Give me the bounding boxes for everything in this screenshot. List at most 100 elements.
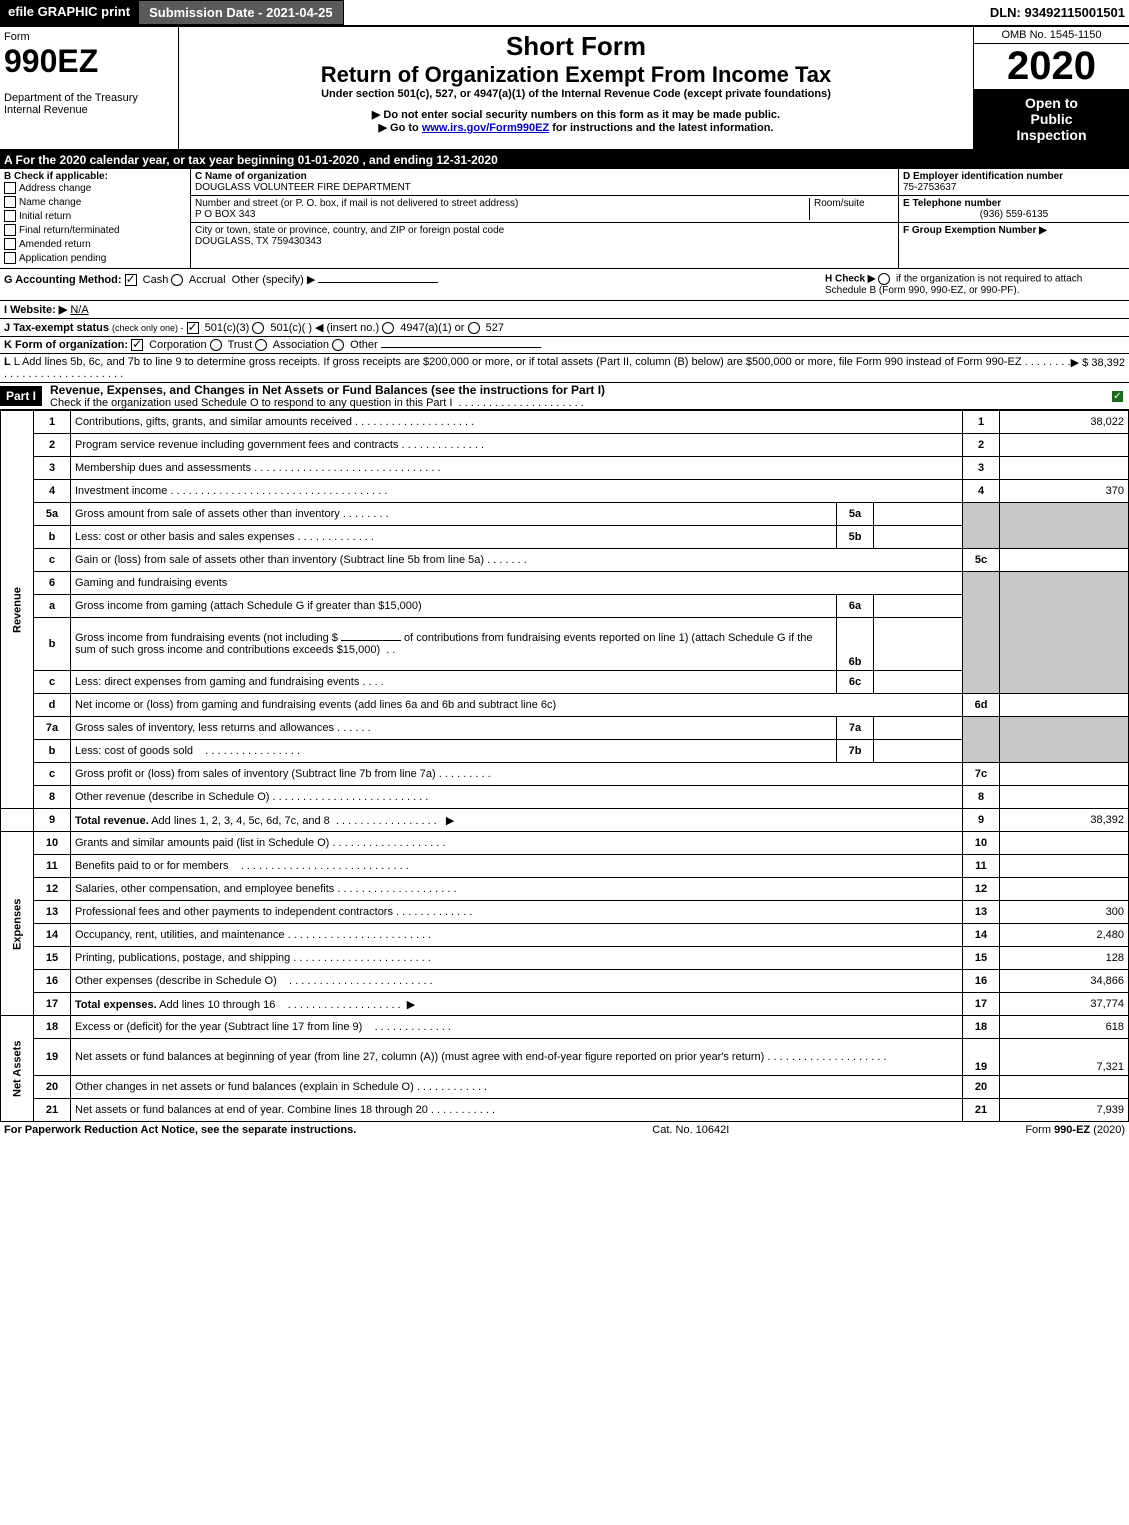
line-8-numr: 8 (963, 786, 1000, 809)
city-label: City or town, state or province, country… (195, 225, 504, 236)
line-19-amt: 7,321 (1000, 1039, 1129, 1076)
part1-title: Revenue, Expenses, and Changes in Net As… (50, 383, 605, 397)
opt-501c: 501(c)( ) ◀ (insert no.) (270, 322, 379, 334)
line-6b-subnum: 6b (837, 618, 874, 671)
l-amount: ▶ $ 38,392 (1071, 356, 1125, 380)
radio-association[interactable] (255, 339, 267, 351)
check-address-change[interactable]: Address change (4, 182, 186, 196)
part1-checkbox-cell: ✓ (1112, 390, 1129, 402)
accrual-label: Accrual (189, 274, 226, 286)
submission-date-button[interactable]: Submission Date - 2021-04-25 (138, 0, 344, 25)
part1-label: Part I (0, 386, 42, 406)
dept-irs: Internal Revenue (4, 104, 174, 116)
lines-table: Revenue 1 Contributions, gifts, grants, … (0, 410, 1129, 1122)
irs-link[interactable]: www.irs.gov/Form990EZ (422, 122, 549, 134)
line-7a-text: Gross sales of inventory, less returns a… (71, 717, 837, 740)
line-5b-sub (874, 526, 963, 549)
opt-4947: 4947(a)(1) or (400, 322, 464, 334)
check-application-pending[interactable]: Application pending (4, 252, 186, 266)
radio-527[interactable] (468, 322, 480, 334)
line-6c-subnum: 6c (837, 671, 874, 694)
line-19-text: Net assets or fund balances at beginning… (71, 1039, 963, 1076)
opt-other: Other (350, 339, 378, 351)
line-6c-text: Less: direct expenses from gaming and fu… (71, 671, 837, 694)
line-15-text: Printing, publications, postage, and shi… (71, 947, 963, 970)
form-label: Form (4, 31, 174, 43)
line-20-numr: 20 (963, 1076, 1000, 1099)
radio-h[interactable] (878, 273, 890, 285)
side-netassets: Net Assets (1, 1016, 34, 1122)
line-13-num: 13 (34, 901, 71, 924)
box-c: C Name of organization DOUGLASS VOLUNTEE… (191, 169, 899, 268)
i-label: I Website: ▶ (4, 304, 67, 316)
line-5b-subnum: 5b (837, 526, 874, 549)
check-final-return[interactable]: Final return/terminated (4, 224, 186, 238)
part1-header-row: Part I Revenue, Expenses, and Changes in… (0, 383, 1129, 410)
check-initial-return[interactable]: Initial return (4, 210, 186, 224)
line-17-text: Total expenses. Add lines 10 through 16 … (71, 993, 963, 1016)
other-org-input[interactable] (381, 347, 541, 348)
line-20-amt (1000, 1076, 1129, 1099)
city-cell: City or town, state or province, country… (191, 223, 898, 249)
phone: (936) 559-6135 (903, 209, 1125, 220)
open-line2: Public (980, 111, 1123, 127)
check-cash[interactable] (125, 274, 137, 286)
part1-checkbox[interactable]: ✓ (1112, 391, 1123, 402)
line-6b-num: b (34, 618, 71, 671)
row-k: K Form of organization: Corporation Trus… (0, 337, 1129, 354)
line-18-text: Excess or (deficit) for the year (Subtra… (71, 1016, 963, 1039)
radio-trust[interactable] (210, 339, 222, 351)
city-state-zip: DOUGLASS, TX 759430343 (195, 236, 322, 247)
ein-cell: D Employer identification number 75-2753… (899, 169, 1129, 196)
line-6a-text: Gross income from gaming (attach Schedul… (71, 595, 837, 618)
line-6b-input[interactable] (341, 640, 401, 641)
e-label: E Telephone number (903, 198, 1001, 209)
group-exemption-cell: F Group Exemption Number ▶ (899, 223, 1129, 238)
other-specify-input[interactable] (318, 282, 438, 283)
line-14-text: Occupancy, rent, utilities, and maintena… (71, 924, 963, 947)
line-13-text: Professional fees and other payments to … (71, 901, 963, 924)
line-8-amt (1000, 786, 1129, 809)
line-16-numr: 16 (963, 970, 1000, 993)
radio-accrual[interactable] (171, 274, 183, 286)
form-header: Form 990EZ Department of the Treasury In… (0, 27, 1129, 151)
line-6a-subnum: 6a (837, 595, 874, 618)
line-5c-amt (1000, 549, 1129, 572)
side-revenue: Revenue (1, 411, 34, 809)
check-501c3[interactable] (187, 322, 199, 334)
line-9-numr: 9 (963, 809, 1000, 832)
tax-year: 2020 (974, 44, 1129, 89)
dept-treasury: Department of the Treasury (4, 92, 174, 104)
line-4-numr: 4 (963, 480, 1000, 503)
gray-6 (963, 572, 1000, 694)
row-gh: G Accounting Method: Cash Accrual Other … (0, 269, 1129, 301)
j-label: J Tax-exempt status (4, 322, 109, 334)
other-specify-label: Other (specify) ▶ (232, 274, 316, 286)
line-7c-num: c (34, 763, 71, 786)
gray-7 (963, 717, 1000, 763)
line-10-num: 10 (34, 832, 71, 855)
line-16-amt: 34,866 (1000, 970, 1129, 993)
radio-4947[interactable] (382, 322, 394, 334)
h-label: H Check ▶ (825, 274, 875, 285)
line-11-amt (1000, 855, 1129, 878)
line-5b-num: b (34, 526, 71, 549)
line-4-amt: 370 (1000, 480, 1129, 503)
check-corporation[interactable] (131, 339, 143, 351)
radio-501c[interactable] (252, 322, 264, 334)
line-17-amt: 37,774 (1000, 993, 1129, 1016)
line-2-amt (1000, 434, 1129, 457)
row-a-tax-year: A For the 2020 calendar year, or tax yea… (0, 151, 1129, 169)
radio-other[interactable] (332, 339, 344, 351)
line-21-amt: 7,939 (1000, 1099, 1129, 1122)
box-b: B Check if applicable: Address change Na… (0, 169, 191, 268)
opt-527: 527 (486, 322, 504, 334)
gray-5-amt (1000, 503, 1129, 549)
check-amended-return[interactable]: Amended return (4, 238, 186, 252)
efile-print-button[interactable]: efile GRAPHIC print (0, 0, 138, 25)
row-i: I Website: ▶ N/A (0, 301, 1129, 319)
line-10-amt (1000, 832, 1129, 855)
check-name-change[interactable]: Name change (4, 196, 186, 210)
part1-title-block: Revenue, Expenses, and Changes in Net As… (42, 383, 1112, 409)
line-13-amt: 300 (1000, 901, 1129, 924)
